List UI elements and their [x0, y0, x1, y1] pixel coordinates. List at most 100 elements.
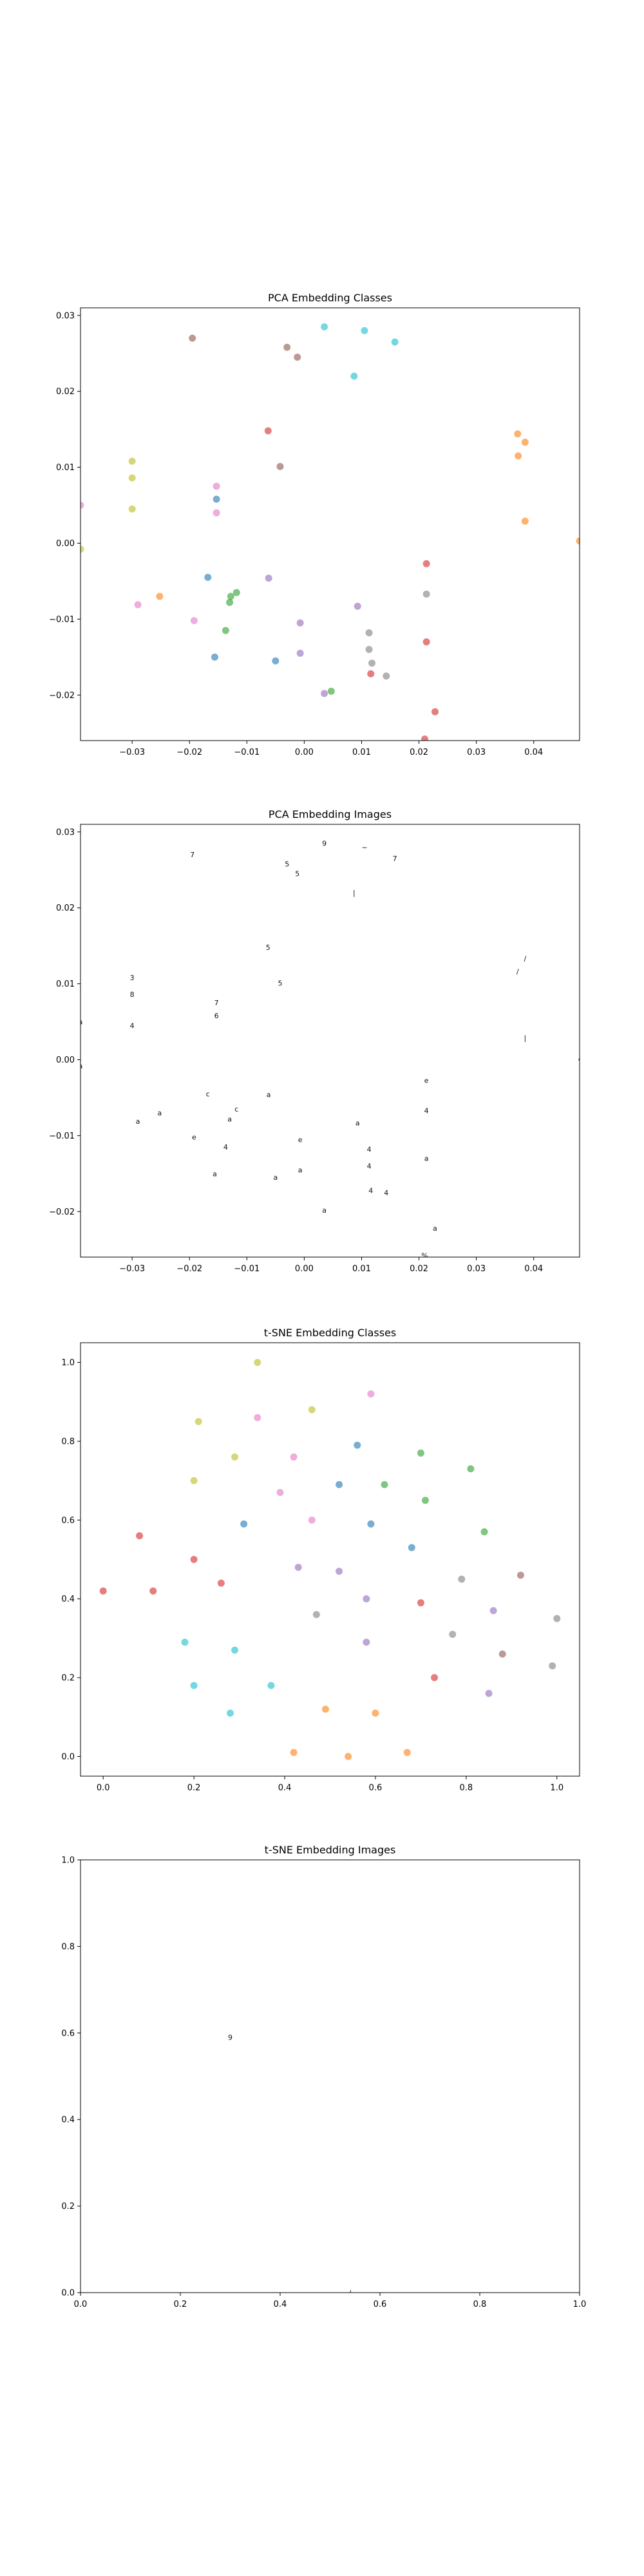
x-tick-label: 0.0: [74, 2300, 88, 2309]
scatter-point: [417, 1449, 424, 1457]
scatter-point: [190, 1477, 198, 1484]
x-tick-label: 0.04: [524, 1264, 543, 1274]
digit-image-marker: a: [433, 1224, 437, 1233]
x-tick-label: 0.02: [410, 1264, 428, 1274]
scatter-point: [514, 430, 522, 438]
y-tick-label: 0.01: [56, 980, 75, 989]
scatter-point: [312, 1611, 320, 1618]
x-tick-label: −0.01: [234, 748, 260, 757]
axes-frame: [80, 307, 580, 741]
scatter-point: [489, 1607, 497, 1615]
scatter-point: [194, 1417, 202, 1425]
scatter-point: [367, 670, 375, 677]
digit-image-marker: 4: [424, 1106, 429, 1115]
scatter-point: [254, 1414, 261, 1421]
x-tick-label: 1.0: [550, 1783, 564, 1793]
digit-image-marker: a: [267, 1091, 271, 1099]
scatter-point: [254, 1359, 261, 1367]
x-tick-label: 1.0: [573, 2300, 587, 2309]
digit-image-marker: 4: [368, 1186, 373, 1195]
scatter-point: [296, 619, 304, 627]
digit-image-marker: a: [298, 1166, 303, 1174]
x-tick-label: 0.2: [174, 2300, 187, 2309]
scatter-point: [516, 1571, 524, 1579]
y-tick-label: 0.4: [61, 2116, 75, 2125]
digit-image-marker: 9: [322, 839, 327, 848]
digit-image-marker: 5: [285, 860, 289, 868]
scatter-point: [290, 1748, 298, 1756]
chart-title: PCA Embedding Images: [269, 808, 392, 820]
scatter-point: [294, 354, 301, 361]
digit-image-marker: 9: [228, 2034, 232, 2042]
plot-marks: 9/: [228, 2034, 352, 2297]
digit-image-marker: 4: [367, 1162, 372, 1171]
y-tick-label: 0.02: [56, 387, 75, 397]
chart-title: t-SNE Embedding Classes: [264, 1327, 396, 1339]
x-tick-label: 0.4: [278, 1783, 292, 1793]
digit-image-marker: 7: [190, 851, 194, 859]
x-tick-label: 0.8: [460, 1783, 473, 1793]
scatter-point: [267, 1681, 275, 1689]
y-tick-label: 0.2: [61, 2202, 75, 2211]
scatter-point: [417, 1599, 424, 1607]
chart-title: t-SNE Embedding Images: [265, 1844, 396, 1856]
y-tick-label: 1.0: [61, 1358, 75, 1368]
scatter-point: [422, 560, 430, 567]
scatter-point: [296, 649, 304, 657]
scatter-point: [458, 1575, 466, 1583]
scatter-point: [308, 1516, 316, 1524]
plot-marks: [99, 1359, 561, 1760]
scatter-point: [265, 574, 272, 582]
x-tick-label: 0.03: [467, 1264, 486, 1274]
x-tick-label: −0.03: [119, 748, 145, 757]
y-tick-label: 0.6: [61, 1516, 75, 1526]
y-tick-label: 0.2: [61, 1674, 75, 1683]
digit-image-marker: a: [227, 1115, 232, 1123]
x-tick-label: 0.6: [374, 2300, 387, 2309]
scatter-point: [521, 439, 529, 446]
digit-image-marker: e: [192, 1133, 196, 1142]
digit-image-marker: 3: [130, 974, 135, 982]
digit-image-marker: /: [578, 1054, 581, 1062]
x-tick-label: 0.6: [369, 1783, 383, 1793]
scatter-point: [272, 657, 279, 665]
scatter-point: [367, 1390, 375, 1398]
axes-frame: [80, 824, 580, 1258]
scatter-point: [336, 1567, 343, 1575]
scatter-point: [363, 1638, 370, 1646]
x-tick-label: −0.02: [176, 1264, 202, 1274]
digit-image-marker: 4: [223, 1143, 228, 1151]
digit-image-marker: a: [136, 1117, 140, 1126]
scatter-point: [231, 1453, 239, 1461]
scatter-point: [232, 589, 240, 596]
chart-title: PCA Embedding Classes: [268, 292, 392, 304]
digit-image-marker: 7: [214, 999, 219, 1007]
scatter-point: [136, 1532, 144, 1540]
scatter-point: [576, 537, 580, 545]
scatter-point: [498, 1650, 506, 1658]
digit-image-marker: e: [424, 1076, 429, 1084]
scatter-point: [294, 1564, 302, 1571]
digit-image-marker: /: [349, 2289, 352, 2297]
digit-image-marker: 6: [214, 1012, 219, 1020]
y-tick-label: 0.4: [61, 1595, 75, 1604]
scatter-point: [240, 1520, 248, 1528]
digit-image-marker: %: [421, 1252, 428, 1260]
digit-image-marker: |: [524, 1034, 527, 1042]
scatter-point: [217, 1579, 225, 1587]
scatter-point: [408, 1544, 415, 1551]
y-tick-label: −0.01: [49, 615, 75, 625]
scatter-point: [226, 598, 234, 606]
y-tick-label: 0.8: [61, 1437, 75, 1446]
digit-image-marker: |: [353, 889, 355, 897]
x-tick-label: 0.8: [473, 2300, 487, 2309]
scatter-point: [227, 592, 234, 600]
scatter-point: [422, 638, 430, 646]
scatter-point: [276, 462, 284, 470]
scatter-point: [361, 327, 368, 334]
x-tick-label: 0.03: [467, 748, 486, 757]
scatter-point: [149, 1587, 157, 1595]
